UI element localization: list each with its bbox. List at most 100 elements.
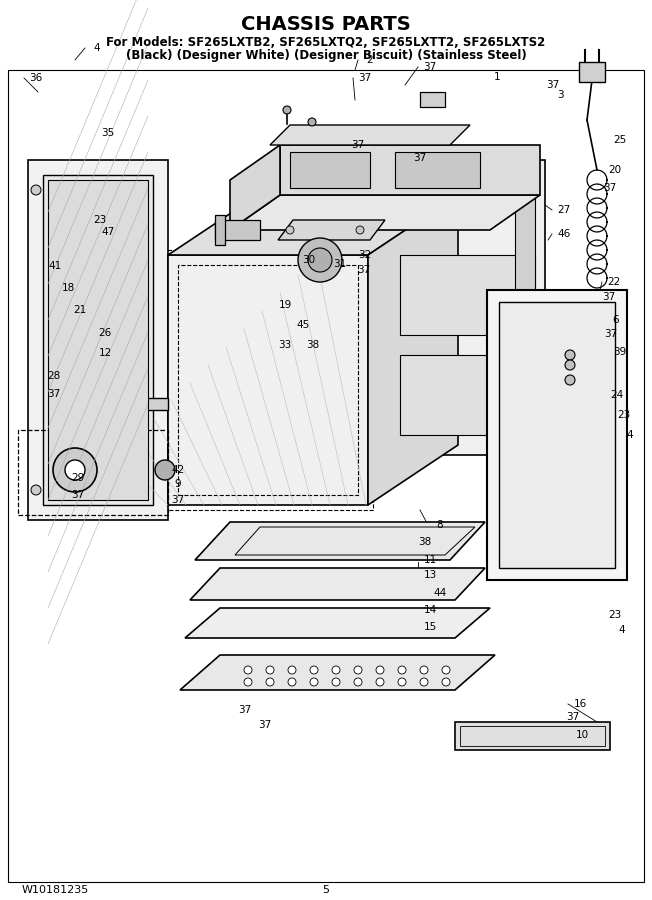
Text: 10: 10 (576, 730, 589, 740)
Text: 23: 23 (608, 610, 621, 620)
Text: 32: 32 (359, 250, 372, 260)
Polygon shape (190, 568, 485, 600)
Text: 35: 35 (101, 128, 115, 138)
Text: 37: 37 (258, 720, 272, 730)
Polygon shape (499, 302, 615, 568)
Circle shape (332, 678, 340, 686)
Circle shape (286, 226, 294, 234)
Circle shape (565, 360, 575, 370)
Text: 46: 46 (557, 229, 570, 239)
Text: 11: 11 (423, 555, 437, 565)
Text: 24: 24 (610, 390, 623, 400)
Text: 42: 42 (171, 465, 185, 475)
Circle shape (565, 350, 575, 360)
Text: 5: 5 (323, 885, 329, 895)
Polygon shape (43, 175, 153, 505)
Text: 33: 33 (278, 340, 291, 350)
Text: 39: 39 (614, 347, 627, 357)
Text: 19: 19 (278, 300, 291, 310)
Circle shape (288, 666, 296, 674)
Text: 37: 37 (604, 329, 617, 339)
Circle shape (288, 678, 296, 686)
Circle shape (266, 666, 274, 674)
Text: 6: 6 (613, 315, 619, 325)
Text: 41: 41 (48, 261, 62, 271)
Polygon shape (395, 152, 480, 188)
Text: 31: 31 (333, 259, 347, 269)
Text: 18: 18 (61, 283, 74, 293)
Text: 44: 44 (434, 588, 447, 598)
Text: 30: 30 (303, 255, 316, 265)
Polygon shape (390, 160, 545, 455)
Circle shape (356, 226, 364, 234)
Polygon shape (290, 152, 370, 188)
Polygon shape (270, 125, 470, 145)
Circle shape (244, 666, 252, 674)
Text: 47: 47 (101, 227, 115, 237)
Circle shape (65, 460, 85, 480)
Circle shape (332, 666, 340, 674)
Circle shape (298, 238, 342, 282)
Circle shape (354, 666, 362, 674)
Polygon shape (368, 195, 458, 505)
Text: 45: 45 (297, 320, 310, 330)
Text: 37: 37 (567, 712, 580, 722)
Polygon shape (579, 62, 605, 82)
Polygon shape (168, 255, 368, 505)
Text: 38: 38 (306, 340, 319, 350)
Text: 9: 9 (175, 479, 181, 489)
Circle shape (31, 185, 41, 195)
Text: 37: 37 (359, 73, 372, 83)
Text: 25: 25 (614, 135, 627, 145)
Polygon shape (420, 92, 445, 107)
Text: 16: 16 (573, 699, 587, 709)
Text: 36: 36 (29, 73, 42, 83)
Text: 14: 14 (423, 605, 437, 615)
Circle shape (155, 460, 175, 480)
Text: 27: 27 (557, 205, 570, 215)
Circle shape (420, 666, 428, 674)
Polygon shape (185, 608, 490, 638)
Polygon shape (28, 160, 168, 520)
Text: (Black) (Designer White) (Designer Biscuit) (Stainless Steel): (Black) (Designer White) (Designer Biscu… (126, 49, 526, 61)
Polygon shape (515, 165, 535, 450)
Circle shape (308, 248, 332, 272)
Text: 21: 21 (74, 305, 87, 315)
Text: 4: 4 (627, 430, 633, 440)
Polygon shape (215, 220, 260, 240)
Circle shape (310, 678, 318, 686)
Text: 1: 1 (494, 72, 500, 82)
Text: 37: 37 (171, 495, 185, 505)
Circle shape (283, 106, 291, 114)
Text: 8: 8 (437, 520, 443, 530)
Text: CHASSIS PARTS: CHASSIS PARTS (241, 15, 411, 34)
Text: 13: 13 (423, 570, 437, 580)
Text: 15: 15 (423, 622, 437, 632)
Text: 37: 37 (603, 183, 617, 193)
Text: 37: 37 (602, 292, 615, 302)
Circle shape (53, 448, 97, 492)
Circle shape (244, 678, 252, 686)
Polygon shape (215, 215, 225, 245)
Circle shape (565, 375, 575, 385)
Text: 12: 12 (98, 348, 111, 358)
Text: 37: 37 (351, 140, 364, 150)
Polygon shape (195, 522, 485, 560)
Polygon shape (278, 220, 385, 240)
Text: 37: 37 (239, 705, 252, 715)
Polygon shape (400, 355, 535, 435)
Text: 20: 20 (608, 165, 621, 175)
Circle shape (75, 345, 85, 355)
Circle shape (398, 678, 406, 686)
Text: 28: 28 (48, 371, 61, 381)
Circle shape (31, 485, 41, 495)
Circle shape (75, 365, 85, 375)
Polygon shape (455, 722, 610, 750)
Text: 37: 37 (71, 490, 85, 500)
Text: 4: 4 (94, 43, 100, 53)
Text: 37: 37 (357, 265, 370, 275)
Circle shape (266, 678, 274, 686)
Text: 37: 37 (48, 389, 61, 399)
Circle shape (420, 678, 428, 686)
Polygon shape (280, 145, 540, 195)
